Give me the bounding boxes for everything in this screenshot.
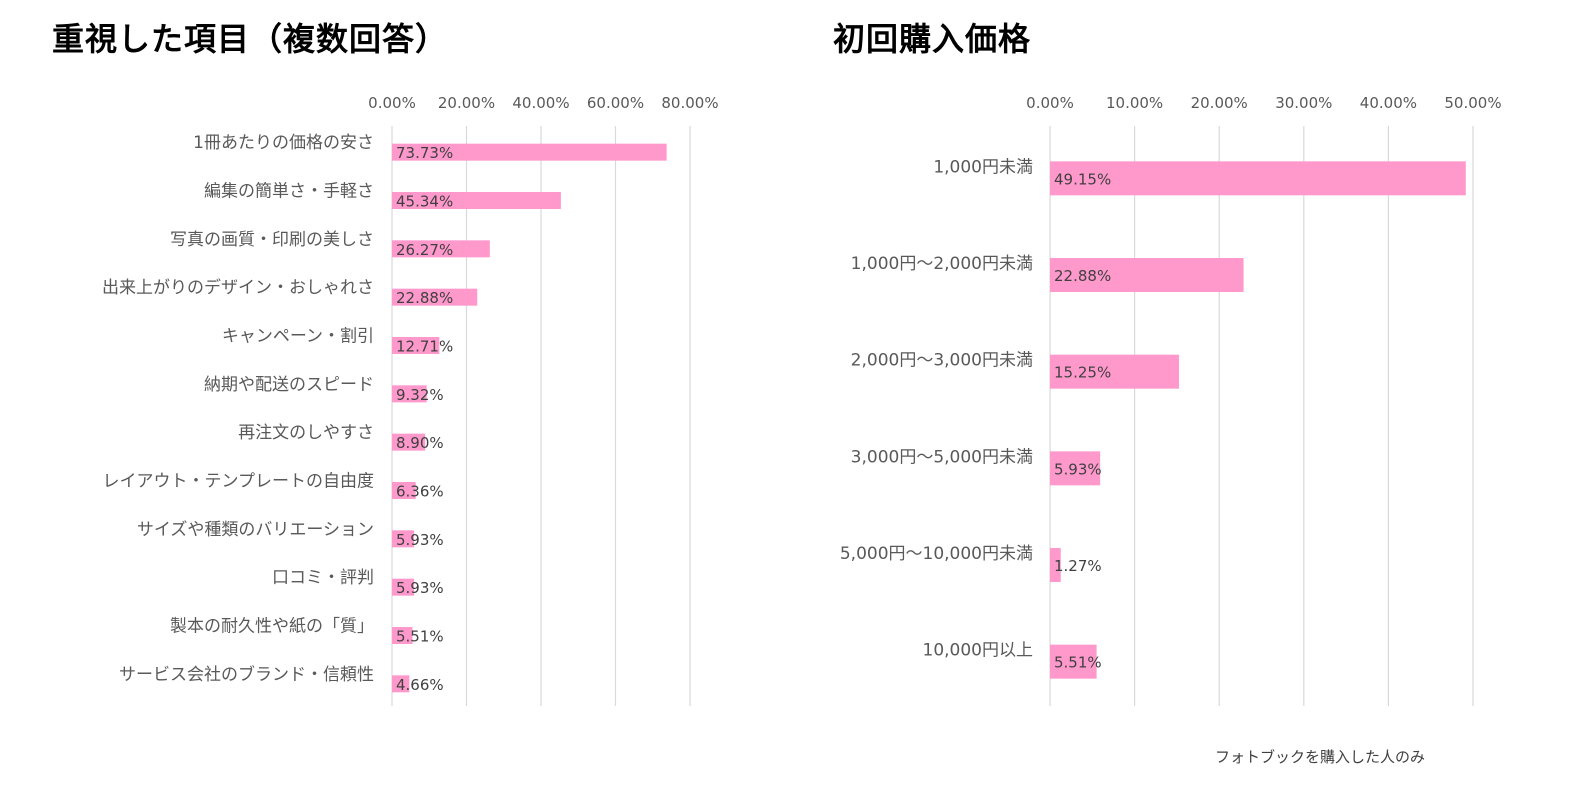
bar — [1050, 644, 1097, 679]
data-label: 4.66% — [396, 676, 444, 694]
bar — [392, 337, 440, 354]
footnote: フォトブックを購入した人のみ — [1215, 748, 1426, 766]
x-tick-label: 0.00% — [1026, 94, 1074, 112]
data-label: 5.51% — [396, 628, 444, 646]
bar — [392, 482, 416, 499]
bar — [1050, 451, 1101, 486]
left-chart-title: 重視した項目（複数回答） — [52, 20, 449, 58]
category-label: 再注文のしやすさ — [238, 423, 374, 443]
category-label: 1冊あたりの価格の安さ — [193, 133, 374, 153]
category-label: 編集の簡単さ・手軽さ — [204, 182, 374, 202]
data-label: 45.34% — [396, 193, 453, 211]
x-tick-label: 0.00% — [368, 94, 416, 112]
category-label: 口コミ・評判 — [272, 568, 374, 588]
category-label: 1,000円～2,000円未満 — [851, 254, 1033, 274]
bar — [392, 578, 415, 596]
category-label: 納期や配送のスピード — [204, 375, 374, 395]
category-label: 1,000円未満 — [933, 157, 1033, 177]
category-label: キャンペーン・割引 — [222, 327, 374, 347]
data-label: 49.15% — [1054, 170, 1111, 188]
x-tick-label: 10.00% — [1106, 94, 1163, 112]
category-label: 出来上がりのデザイン・おしゃれさ — [102, 277, 374, 298]
data-label: 26.27% — [396, 241, 453, 259]
category-label: 2,000円～3,000円未満 — [851, 351, 1033, 371]
category-label: レイアウト・テンプレートの自由度 — [103, 472, 375, 492]
bar — [392, 385, 427, 403]
right-chart-title: 初回購入価格 — [833, 20, 1032, 58]
data-label: 6.36% — [396, 483, 444, 501]
bar — [1050, 258, 1244, 292]
category-label: 写真の画質・印刷の美しさ — [170, 230, 374, 250]
x-tick-label: 40.00% — [512, 94, 569, 112]
data-label: 8.90% — [396, 434, 444, 452]
bar — [392, 143, 667, 161]
bar — [392, 433, 426, 451]
x-tick-label: 20.00% — [438, 94, 495, 112]
x-tick-label: 60.00% — [587, 94, 644, 112]
bar — [392, 530, 415, 548]
data-label: 22.88% — [1054, 267, 1111, 285]
data-label: 5.93% — [396, 579, 444, 597]
category-label: 5,000円～10,000円未満 — [840, 544, 1033, 564]
data-label: 5.51% — [1054, 654, 1102, 672]
bar — [1050, 161, 1466, 196]
category-label: サイズや種類のバリエーション — [137, 520, 374, 540]
bar — [392, 288, 478, 306]
bar — [392, 240, 490, 258]
left-bar-chart: 0.00% 20.00% 40.00% 60.00% 80.00% 1冊あたりの価格の安さ… — [102, 94, 719, 706]
data-label: 5.93% — [396, 531, 444, 549]
x-tick-label: 80.00% — [661, 94, 718, 112]
data-label: 15.25% — [1054, 364, 1111, 382]
category-label: 3,000円～5,000円未満 — [851, 447, 1033, 467]
data-label: 12.71% — [396, 338, 453, 356]
data-label: 73.73% — [396, 144, 453, 162]
x-tick-label: 40.00% — [1360, 94, 1417, 112]
category-label: サービス会社のブランド・信頼性 — [119, 664, 374, 685]
data-label: 22.88% — [396, 289, 453, 307]
data-label: 1.27% — [1054, 557, 1102, 575]
bar — [392, 192, 561, 209]
bar — [392, 675, 410, 693]
x-tick-label: 30.00% — [1275, 94, 1332, 112]
category-label: 製本の耐久性や紙の「質」 — [170, 617, 374, 637]
x-tick-label: 50.00% — [1444, 94, 1501, 112]
x-tick-label: 20.00% — [1191, 94, 1248, 112]
bar — [1050, 354, 1180, 389]
data-label: 9.32% — [396, 386, 444, 404]
category-label: 10,000円以上 — [923, 641, 1033, 661]
data-label: 5.93% — [1054, 460, 1102, 478]
bar — [1050, 548, 1061, 582]
bar — [392, 627, 413, 644]
